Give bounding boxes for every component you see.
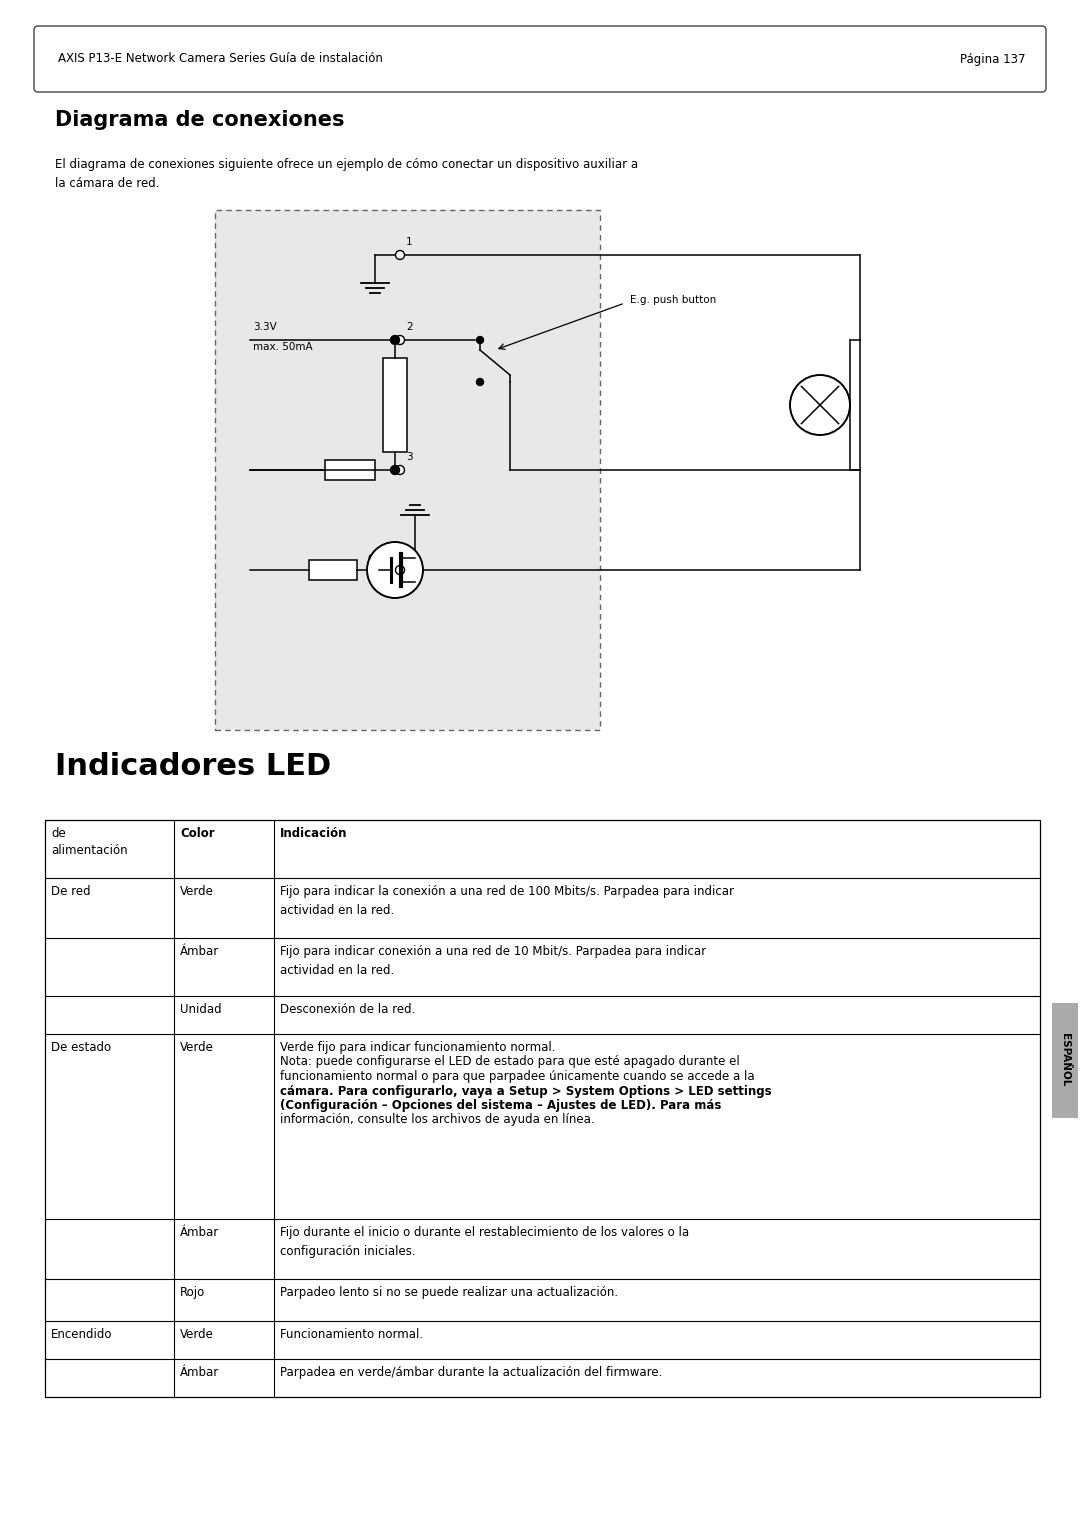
Circle shape [367,541,423,598]
Bar [215,209,600,729]
Text: Verde: Verde [180,1041,214,1053]
Text: Fijo para indicar la conexión a una red de 100 Mbits/s. Parpadea para indicar
ac: Fijo para indicar la conexión a una red … [280,885,733,916]
Text: De red: De red [51,885,91,898]
Text: 3.3V: 3.3V [253,323,276,332]
Text: Página 137: Página 137 [959,52,1025,66]
Text: Parpadea en verde/ámbar durante la actualización del firmware.: Parpadea en verde/ámbar durante la actua… [280,1365,662,1379]
Circle shape [476,336,484,344]
Text: Ámbar: Ámbar [180,945,219,959]
Text: funcionamiento normal o para que parpadee únicamente cuando se accede a la: funcionamiento normal o para que parpade… [280,1070,755,1083]
Text: Funcionamiento normal.: Funcionamiento normal. [280,1329,423,1341]
Circle shape [391,335,400,344]
Bar [45,820,1040,1398]
Text: (Configuración – Opciones del sistema – Ajustes de LED). Para más: (Configuración – Opciones del sistema – … [280,1099,721,1112]
Text: G: G [367,553,375,564]
Text: Indicadores LED: Indicadores LED [55,752,332,781]
Circle shape [789,375,850,434]
Bar [325,460,375,480]
Text: S: S [392,553,399,564]
Text: AXIS P13-E Network Camera Series Guía de instalación: AXIS P13-E Network Camera Series Guía de… [58,52,383,66]
Circle shape [391,465,400,474]
Bar [383,358,407,453]
Bar [215,209,600,729]
Bar [1052,1003,1078,1118]
Text: max. 50mA: max. 50mA [253,342,312,352]
Circle shape [476,379,484,385]
Text: Ámbar: Ámbar [180,1365,219,1379]
Text: 4: 4 [406,552,413,563]
Text: E.g. push button: E.g. push button [630,295,716,304]
Text: Desconexión de la red.: Desconexión de la red. [280,1003,415,1015]
Circle shape [395,251,405,260]
Text: Verde: Verde [180,885,214,898]
Text: Ámbar: Ámbar [180,1226,219,1238]
FancyBboxPatch shape [33,26,1047,92]
Text: Color: Color [180,827,215,839]
Text: de
alimentación: de alimentación [51,827,127,856]
Bar [309,560,357,579]
Text: Indicación: Indicación [280,827,348,839]
Text: 2: 2 [406,323,413,332]
Text: D: D [390,573,399,584]
Text: información, consulte los archivos de ayuda en línea.: información, consulte los archivos de ay… [280,1113,594,1127]
Text: Verde fijo para indicar funcionamiento normal.: Verde fijo para indicar funcionamiento n… [280,1041,555,1053]
Text: Encendido: Encendido [51,1329,112,1341]
Circle shape [395,566,405,575]
Text: Verde: Verde [180,1329,214,1341]
Text: Unidad: Unidad [180,1003,222,1015]
Text: ESPAÑOL: ESPAÑOL [1059,1034,1070,1087]
Text: 1: 1 [406,237,413,248]
Text: De estado: De estado [51,1041,111,1053]
Text: cámara. Para configurarlo, vaya a Setup > System Options > LED settings: cámara. Para configurarlo, vaya a Setup … [280,1084,771,1098]
Text: Parpadeo lento si no se puede realizar una actualización.: Parpadeo lento si no se puede realizar u… [280,1286,618,1300]
Text: Fijo para indicar conexión a una red de 10 Mbit/s. Parpadea para indicar
activid: Fijo para indicar conexión a una red de … [280,945,706,977]
Circle shape [395,465,405,474]
Text: 3: 3 [406,453,413,462]
Text: Nota: puede configurarse el LED de estado para que esté apagado durante el: Nota: puede configurarse el LED de estad… [280,1055,740,1069]
Text: Rojo: Rojo [180,1286,205,1300]
Text: El diagrama de conexiones siguiente ofrece un ejemplo de cómo conectar un dispos: El diagrama de conexiones siguiente ofre… [55,157,638,190]
Circle shape [395,335,405,344]
Text: Diagrama de conexiones: Diagrama de conexiones [55,110,345,130]
Text: Fijo durante el inicio o durante el restablecimiento de los valores o la
configu: Fijo durante el inicio o durante el rest… [280,1226,689,1257]
